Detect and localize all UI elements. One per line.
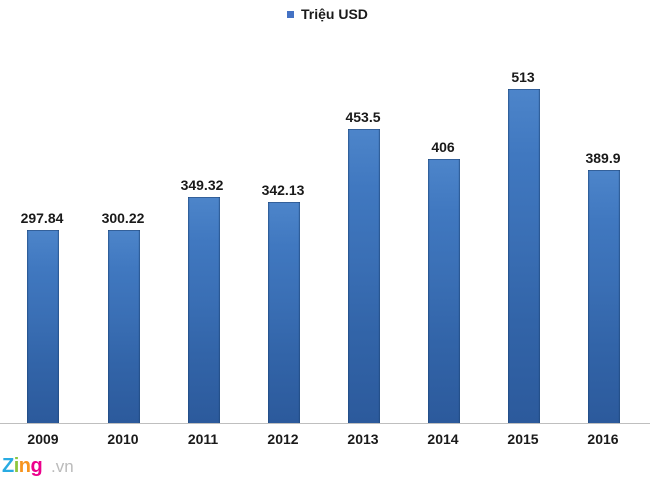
svg-text:Zing: Zing (2, 455, 42, 477)
svg-text:.vn: .vn (51, 457, 74, 476)
